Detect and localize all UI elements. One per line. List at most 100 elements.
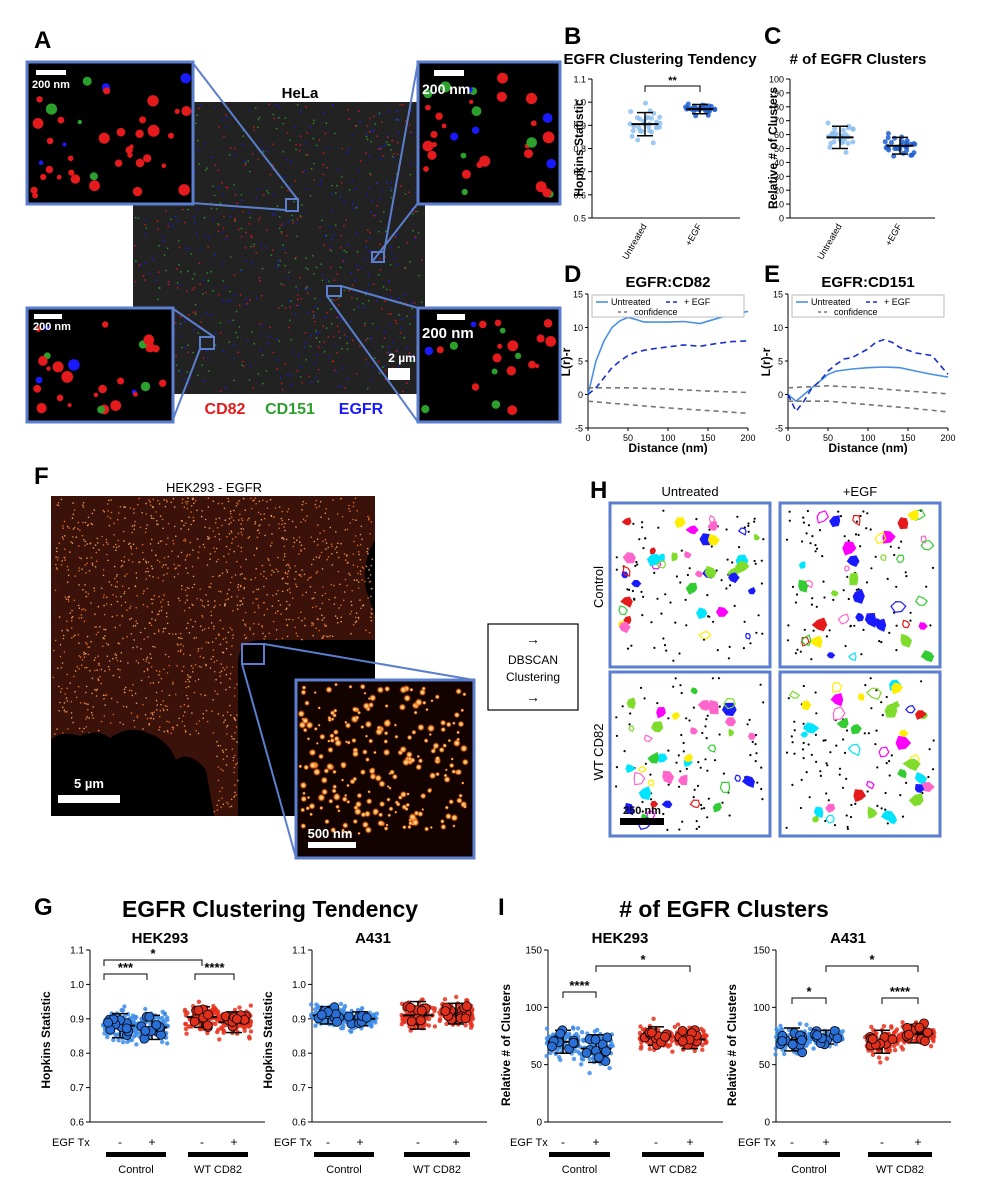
localization-dot	[299, 276, 301, 279]
localization-dot	[388, 280, 390, 283]
egfr-localization	[218, 634, 220, 637]
egfr-localization	[150, 517, 153, 519]
localization-dot	[336, 298, 339, 301]
localization-dot	[340, 181, 343, 184]
egfr-localization	[64, 693, 67, 695]
egfr-localization	[66, 673, 68, 676]
localization-dot	[181, 208, 184, 211]
dbscan-cluster	[908, 793, 924, 807]
egfr-localization	[236, 595, 239, 598]
dbscan-cluster	[650, 800, 659, 808]
egfr-localization	[287, 583, 289, 585]
egfr-localization	[349, 510, 351, 513]
egfr-localization	[164, 653, 167, 656]
localization-dot	[305, 106, 308, 109]
replicate-mean	[361, 1012, 372, 1023]
data-point	[309, 1002, 314, 1007]
localization-dot	[143, 261, 146, 264]
data-point	[557, 1055, 562, 1060]
egfr-localization	[370, 521, 373, 523]
dbscan-cluster	[880, 810, 896, 822]
noise-point	[680, 733, 683, 737]
dbscan-cluster	[798, 579, 808, 593]
dbscan-cluster	[656, 560, 667, 569]
egfr-localization	[324, 512, 327, 515]
noise-point	[791, 741, 794, 744]
egfr-localization	[236, 608, 239, 610]
egfr-localization	[67, 569, 70, 571]
egfr-localization	[253, 499, 255, 501]
egfr-spot	[457, 720, 465, 728]
egfr-localization	[235, 505, 238, 507]
molecule-spot	[534, 363, 540, 369]
localization-dot	[387, 143, 389, 146]
egfr-localization	[95, 560, 98, 562]
replicate-mean	[415, 1015, 426, 1026]
dbscan-cluster	[623, 615, 632, 624]
egfr-localization	[237, 779, 239, 782]
egfr-spot	[313, 691, 317, 695]
egfr-spot	[346, 740, 351, 745]
noise-point	[738, 546, 741, 549]
localization-dot	[186, 371, 189, 373]
dbscan-cluster	[812, 815, 820, 823]
localization-dot	[406, 241, 409, 244]
egfr-localization	[212, 649, 215, 651]
egfr-localization	[216, 755, 218, 758]
egfr-localization	[63, 709, 66, 711]
localization-dot	[265, 370, 268, 372]
y-tick-label: 100	[525, 1003, 542, 1014]
egfr-localization	[231, 637, 234, 639]
egfr-localization	[146, 587, 148, 590]
egfr-localization	[324, 625, 326, 627]
egfr-localization	[108, 581, 111, 583]
dbscan-cluster	[850, 724, 862, 735]
noise-point	[862, 510, 865, 513]
egfr-spot	[357, 710, 362, 715]
egfr-spot	[331, 788, 337, 794]
noise-point	[713, 759, 717, 762]
data-point	[831, 139, 837, 145]
egfr-localization	[334, 596, 336, 599]
y-tick-label: 1.0	[292, 980, 306, 991]
noise-point	[747, 522, 750, 525]
localization-dot	[370, 200, 373, 203]
y-tick-label: 0.7	[573, 167, 586, 177]
noise-point	[644, 537, 647, 540]
dbscan-cluster	[825, 814, 835, 824]
localization-dot	[196, 207, 199, 210]
localization-dot	[201, 364, 204, 366]
egfr-localization	[124, 575, 126, 577]
localization-dot	[319, 183, 321, 186]
noise-point	[718, 705, 721, 708]
localization-dot	[262, 150, 265, 153]
data-point	[215, 1011, 220, 1017]
egfr-localization	[221, 749, 224, 752]
noise-point	[793, 752, 796, 755]
egfr-localization	[361, 566, 364, 568]
noise-point	[785, 538, 789, 541]
egfr-localization	[261, 564, 264, 567]
egfr-localization	[249, 628, 252, 631]
egfr-localization	[90, 556, 93, 559]
localization-dot	[365, 135, 368, 138]
localization-dot	[332, 335, 335, 338]
noise-point	[679, 770, 682, 773]
egfr-spot	[417, 723, 425, 732]
localization-dot	[207, 357, 209, 359]
egfr-localization	[316, 570, 319, 573]
localization-dot	[236, 202, 238, 205]
egfr-localization	[353, 540, 355, 543]
egfr-localization	[141, 512, 143, 514]
localization-dot	[250, 364, 252, 367]
localization-dot	[295, 221, 298, 224]
localization-dot	[376, 182, 379, 185]
egfr-localization	[126, 635, 128, 638]
significance-bracket	[562, 991, 597, 998]
egfr-localization	[184, 729, 187, 732]
egfr-localization	[123, 560, 125, 563]
egfr-localization	[300, 544, 303, 546]
col-label-egf: +EGF	[843, 484, 877, 499]
replicate-mean	[677, 1026, 688, 1036]
egfr-localization	[74, 670, 77, 672]
